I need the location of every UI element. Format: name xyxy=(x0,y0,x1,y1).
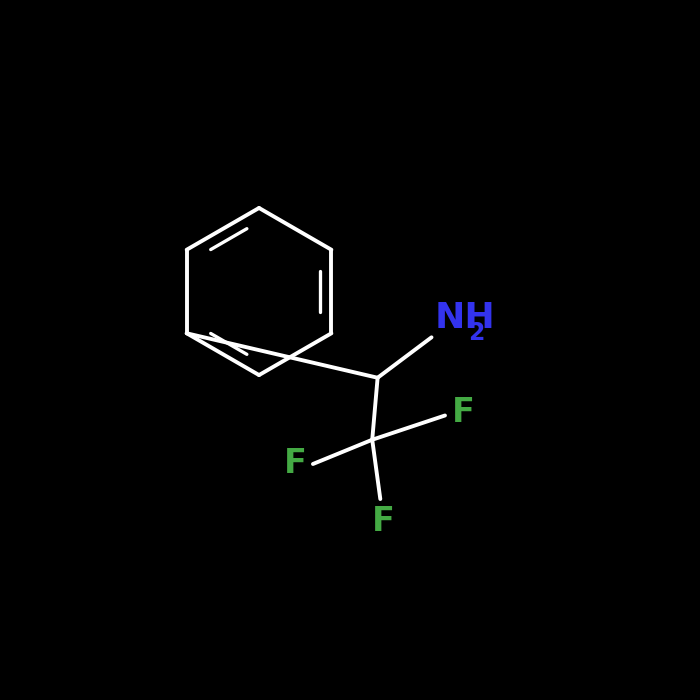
Text: F: F xyxy=(452,396,475,429)
Text: F: F xyxy=(372,505,394,538)
Text: NH: NH xyxy=(434,300,495,335)
Text: 2: 2 xyxy=(468,321,484,345)
Text: F: F xyxy=(284,447,307,480)
